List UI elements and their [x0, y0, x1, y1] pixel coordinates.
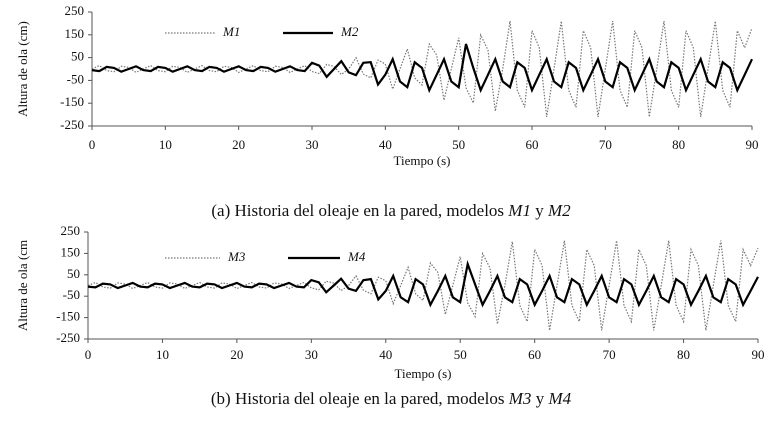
y-axis-label: Altura de ola (cm) [15, 21, 30, 117]
caption-part: Historia del oleaje en la pared, modelos [234, 201, 504, 220]
series-line [91, 21, 753, 117]
caption-part: (a) [211, 201, 230, 220]
legend-label: M4 [347, 249, 366, 264]
x-tick-label: 10 [159, 137, 172, 152]
x-tick-label: 0 [89, 137, 96, 152]
x-tick-label: 90 [746, 137, 759, 152]
caption-part: M3 [508, 389, 532, 408]
x-tick-label: 0 [85, 347, 92, 362]
x-tick-label: 20 [230, 347, 243, 362]
x-tick-label: 90 [752, 347, 765, 362]
legend-label: M2 [340, 24, 359, 39]
y-tick-label: 150 [65, 26, 85, 41]
x-tick-label: 80 [677, 347, 690, 362]
caption-part: y [535, 201, 544, 220]
caption-part: M4 [547, 389, 571, 408]
y-tick-label: -250 [56, 330, 80, 345]
caption: (b) Historia del oleaje en la pared, mod… [211, 389, 572, 408]
x-tick-label: 10 [156, 347, 169, 362]
caption: (a) Historia del oleaje en la pared, mod… [211, 201, 571, 220]
x-tick-label: 30 [306, 137, 319, 152]
x-tick-label: 60 [528, 347, 541, 362]
series-line [91, 43, 753, 94]
x-tick-label: 50 [452, 137, 465, 152]
y-axis-label: Altura de ola (cm [15, 240, 30, 331]
y-tick-label: 250 [61, 223, 81, 238]
x-axis-label: Tiempo (s) [394, 153, 451, 168]
series-line [87, 260, 759, 308]
x-tick-label: 80 [672, 137, 685, 152]
x-tick-label: 60 [526, 137, 539, 152]
y-tick-label: 50 [67, 266, 80, 281]
x-tick-label: 40 [379, 347, 392, 362]
y-tick-label: -250 [60, 117, 84, 132]
legend-label: M1 [222, 24, 240, 39]
y-tick-label: -50 [63, 287, 80, 302]
series-line [87, 240, 759, 331]
caption-part: Historia del oleaje en la pared, modelos [235, 389, 505, 408]
caption-part: M1 [507, 201, 531, 220]
y-tick-label: 150 [61, 244, 81, 259]
caption-part: M2 [547, 201, 571, 220]
legend-label: M3 [227, 249, 246, 264]
caption-part: (b) [211, 389, 231, 408]
caption-part: y [536, 389, 545, 408]
x-axis-label: Tiempo (s) [395, 366, 452, 381]
x-tick-label: 20 [232, 137, 245, 152]
x-tick-label: 40 [379, 137, 392, 152]
x-tick-label: 50 [454, 347, 467, 362]
y-tick-label: 50 [71, 49, 84, 64]
x-tick-label: 30 [305, 347, 318, 362]
x-tick-label: 70 [603, 347, 616, 362]
x-tick-label: 70 [599, 137, 612, 152]
y-tick-label: -150 [60, 94, 84, 109]
y-tick-label: -150 [56, 309, 80, 324]
y-tick-label: -50 [67, 71, 84, 86]
y-tick-label: 250 [65, 3, 85, 18]
